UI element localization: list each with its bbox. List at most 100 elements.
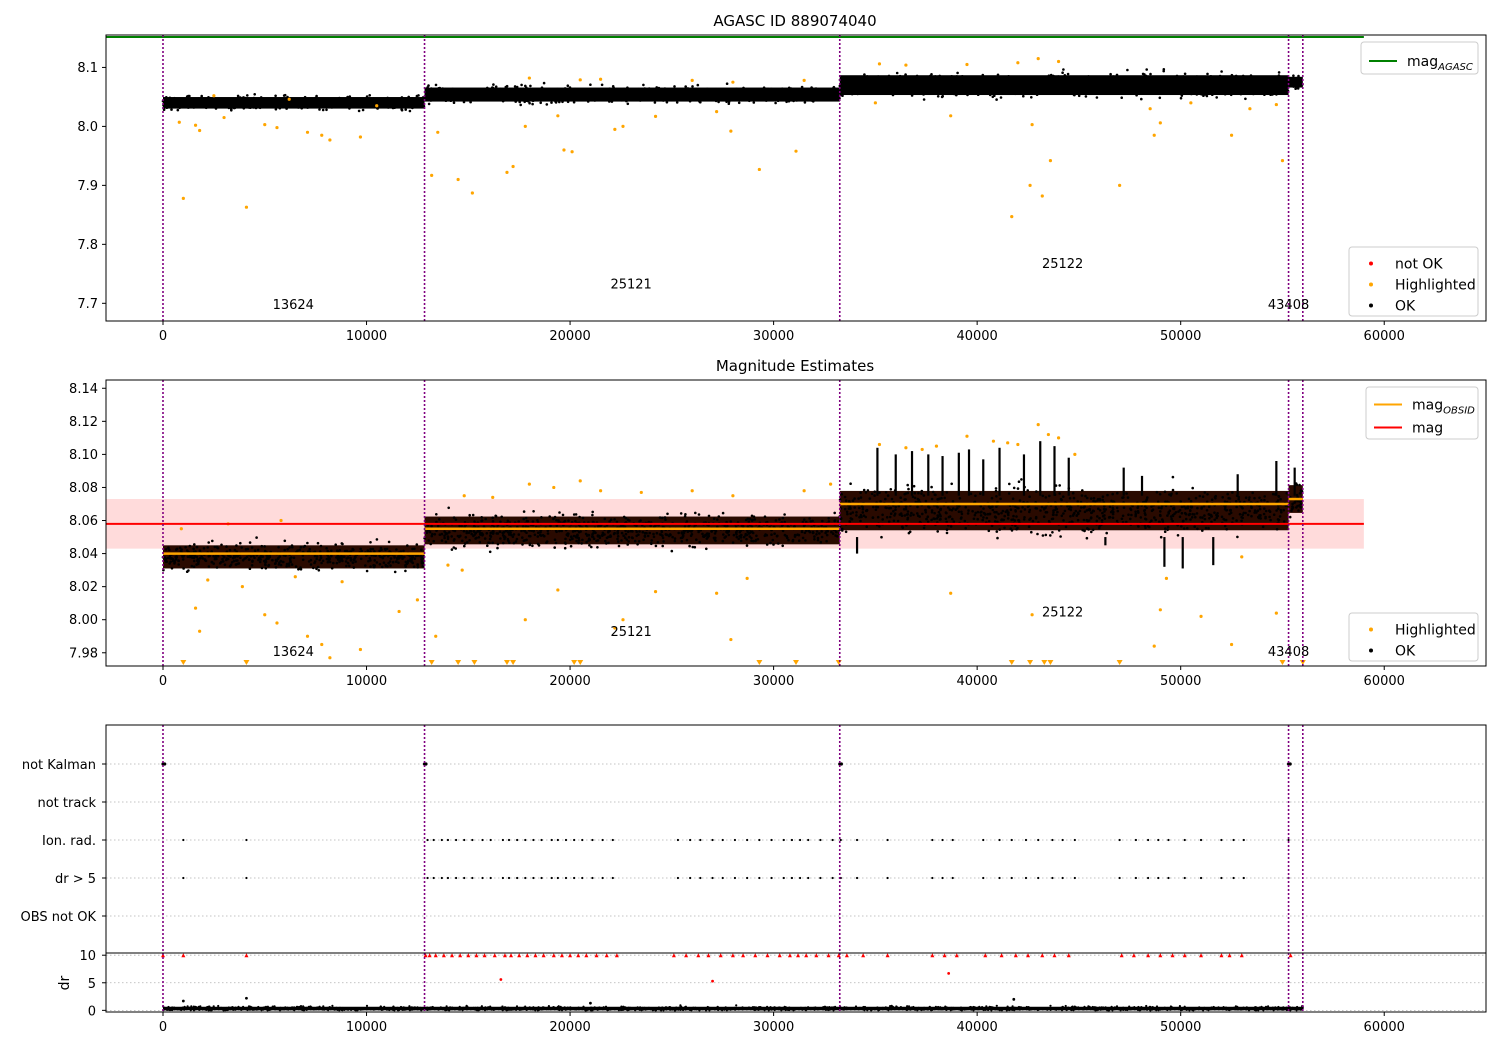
ok-point <box>650 539 653 542</box>
ok-point <box>893 512 897 515</box>
highlighted-point <box>527 76 531 80</box>
flag-point <box>790 838 794 842</box>
ok-point <box>929 74 932 78</box>
ok-point <box>408 554 411 557</box>
ok-point <box>1264 509 1268 513</box>
legend-label: Highlighted <box>1395 278 1476 294</box>
ok-point <box>574 90 577 94</box>
ok-point <box>1076 87 1080 91</box>
ok-point <box>934 493 937 497</box>
ok-point <box>775 534 779 538</box>
ok-point <box>887 520 891 523</box>
ok-point <box>859 519 862 523</box>
ok-point <box>975 79 979 83</box>
ok-point <box>878 525 881 528</box>
ok-point <box>938 513 942 516</box>
ok-point <box>1071 491 1075 495</box>
ok-point <box>995 530 999 533</box>
ok-point <box>247 106 250 109</box>
ok-point <box>967 84 970 88</box>
ok-point <box>819 97 822 100</box>
flag-point <box>454 876 458 880</box>
ok-point <box>1139 516 1143 519</box>
ok-point <box>661 536 665 540</box>
ok-point <box>1205 509 1209 512</box>
ok-point <box>638 92 642 96</box>
ok-point <box>966 77 969 80</box>
ok-point <box>189 555 192 559</box>
flag-point <box>446 876 450 880</box>
ok-point <box>590 545 593 549</box>
ok-point <box>1262 512 1266 516</box>
ok-point <box>248 558 251 561</box>
ok-point <box>965 87 969 91</box>
ok-point <box>837 96 841 100</box>
flag-point <box>1183 838 1186 842</box>
ok-point <box>722 533 725 536</box>
ok-point <box>521 536 524 539</box>
ok-point <box>210 550 213 553</box>
ok-point <box>1135 84 1139 88</box>
ok-point <box>308 547 312 551</box>
ok-point <box>661 534 664 537</box>
ok-point <box>590 98 594 102</box>
ok-point <box>1207 526 1210 530</box>
ok-point <box>1169 90 1172 93</box>
ok-point <box>188 544 192 548</box>
ok-point <box>1089 497 1093 500</box>
ok-point <box>733 88 736 91</box>
ok-point <box>1279 497 1282 501</box>
ok-point <box>1162 68 1166 71</box>
y-tick-label: 7.8 <box>77 238 98 253</box>
ok-point <box>1261 525 1265 529</box>
ok-point <box>244 548 248 551</box>
ok-point <box>1215 96 1218 99</box>
ok-point <box>1028 508 1032 512</box>
flag-point <box>524 876 527 880</box>
ok-point <box>930 85 934 88</box>
x-tick-label: 0 <box>159 329 167 344</box>
ok-point <box>359 557 363 561</box>
ok-point <box>168 562 171 565</box>
ok-point <box>206 546 209 549</box>
obsid-label: 25122 <box>1042 605 1083 620</box>
highlighted-point <box>1248 107 1252 111</box>
highlighted-point <box>305 130 310 134</box>
ok-point <box>511 535 515 539</box>
flag-point <box>481 838 484 842</box>
flag-point <box>1061 838 1064 842</box>
flag-point <box>746 876 749 880</box>
ok-point <box>923 90 926 93</box>
dr-point <box>487 1006 490 1009</box>
ok-point <box>201 557 205 560</box>
ok-point <box>411 556 414 559</box>
ok-point <box>903 498 906 501</box>
ok-point <box>566 89 569 93</box>
ok-point <box>1251 79 1254 83</box>
ok-point <box>827 517 830 520</box>
ok-point <box>315 567 318 571</box>
ok-point <box>351 547 355 551</box>
ok-point <box>525 95 528 99</box>
ok-point <box>617 540 620 543</box>
ok-point <box>913 491 917 495</box>
flag-point <box>770 838 773 842</box>
ok-point <box>472 529 476 533</box>
ok-point <box>188 94 191 98</box>
ok-point <box>835 530 838 534</box>
ok-point <box>1275 84 1278 88</box>
highlighted-clipped-marker <box>1279 660 1286 665</box>
ok-point <box>1232 80 1235 83</box>
ok-point <box>469 96 473 100</box>
ok-point <box>740 533 743 537</box>
ok-point <box>1256 79 1260 82</box>
ok-point <box>1291 502 1294 506</box>
ok-point <box>1035 93 1039 96</box>
ok-point <box>880 87 883 90</box>
ok-point <box>1229 93 1233 97</box>
ok-point <box>723 524 726 527</box>
highlighted-point <box>1006 441 1010 445</box>
ok-point <box>1250 505 1253 509</box>
ok-point <box>232 559 236 563</box>
